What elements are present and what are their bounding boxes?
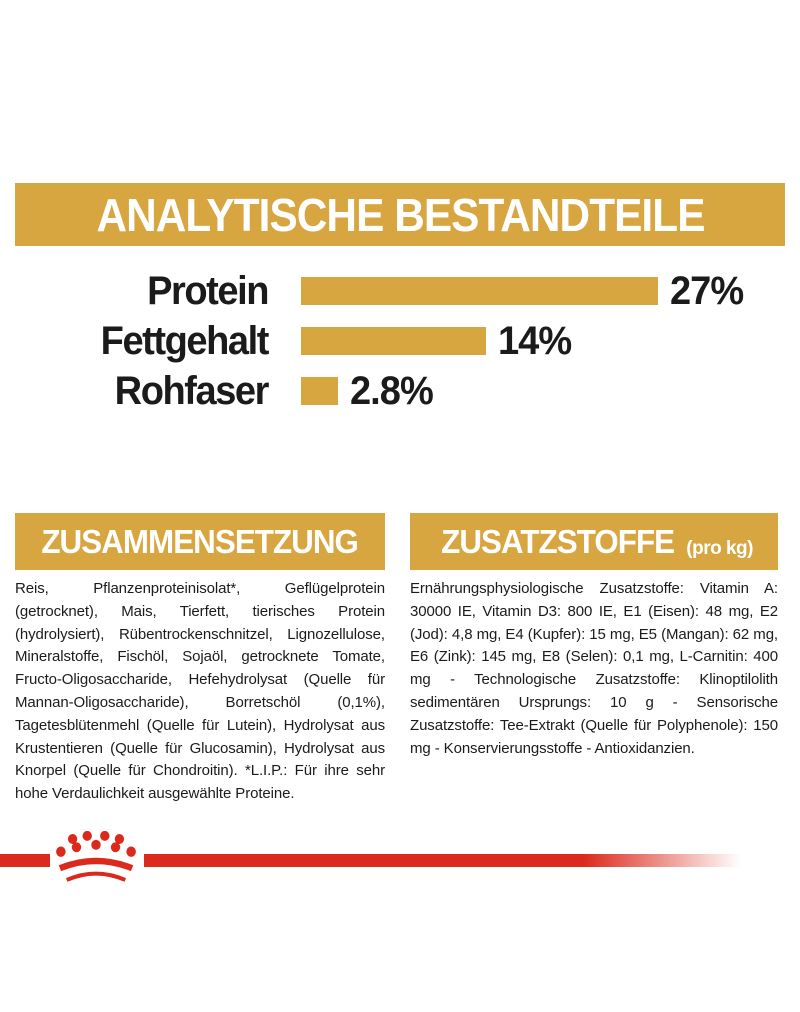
chart-value-label: 14% [498, 318, 572, 363]
chart-value-label: 27% [670, 268, 744, 313]
analytical-chart: Protein 27% Fettgehalt 14% Rohfaser 2.8% [15, 266, 785, 416]
ingredient-columns: ZUSAMMENSETZUNG Reis, Pflanzenproteiniso… [15, 513, 778, 806]
chart-bar [301, 277, 658, 305]
composition-header-bar: ZUSAMMENSETZUNG [15, 513, 385, 570]
chart-bar [301, 327, 486, 355]
composition-body: Reis, Pflanzenproteinisolat*, Geflügelpr… [15, 580, 385, 803]
additives-header-bar: ZUSATZSTOFFE (pro kg) [410, 513, 778, 570]
analytical-header-title: ANALYTISCHE BESTANDTEILE [95, 188, 705, 241]
chart-category-label: Fettgehalt [100, 318, 270, 363]
chart-row: Rohfaser 2.8% [15, 366, 785, 416]
composition-title: ZUSAMMENSETZUNG [41, 522, 360, 560]
chart-value-label: 2.8% [350, 368, 434, 413]
royal-canin-crown-icon [56, 831, 136, 882]
composition-section: ZUSAMMENSETZUNG Reis, Pflanzenproteiniso… [15, 513, 385, 806]
chart-category-label: Rohfaser [114, 368, 270, 413]
additives-body: Ernährungsphysiologische Zusatzstoffe: V… [410, 580, 778, 757]
additives-title: ZUSATZSTOFFE [441, 522, 675, 560]
chart-bar [301, 377, 338, 405]
footer-red-rule-right [144, 854, 800, 867]
analytical-header-bar: ANALYTISCHE BESTANDTEILE [15, 183, 785, 246]
additives-section: ZUSATZSTOFFE (pro kg) Ernährungsphysiolo… [410, 513, 778, 806]
chart-row: Fettgehalt 14% [15, 316, 785, 366]
footer-red-rule-left [0, 854, 50, 867]
chart-category-label: Protein [147, 268, 269, 313]
chart-row: Protein 27% [15, 266, 785, 316]
additives-title-suffix: (pro kg) [686, 538, 753, 559]
